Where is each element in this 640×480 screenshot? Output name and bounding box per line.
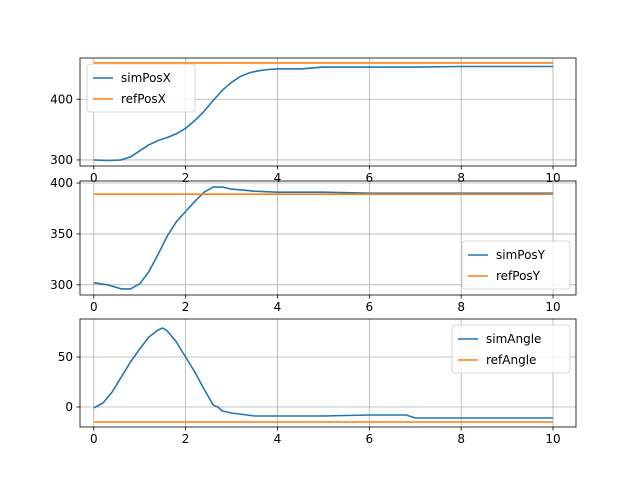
y-tick-label: 300: [50, 153, 73, 167]
legend: simPosX refPosX: [86, 63, 196, 113]
legend-label-refAngle: refAngle: [486, 353, 536, 367]
x-tick-label: 8: [457, 171, 465, 185]
series-line-simPosY: [93, 186, 553, 290]
axes-frame: [79, 180, 577, 296]
axes-frame: [79, 57, 577, 167]
x-tick-label: 2: [182, 171, 190, 185]
x-tick-label: 2: [182, 300, 190, 314]
x-tick-label: 6: [366, 300, 374, 314]
x-tick-label: 8: [457, 300, 465, 314]
legend: simAngle refAngle: [451, 324, 571, 374]
legend-label-simPosY: simPosY: [496, 248, 546, 262]
x-tick-label: 10: [545, 432, 560, 446]
y-tick-label: 0: [65, 400, 73, 414]
y-tick-label: 50: [58, 350, 73, 364]
y-tick-label: 350: [50, 227, 73, 241]
legend-label-simPosX: simPosX: [121, 71, 171, 85]
y-tick-label: 400: [50, 176, 73, 190]
legend-box: [86, 63, 196, 113]
series-line-simAngle: [93, 327, 553, 419]
legend-label-simAngle: simAngle: [486, 332, 541, 346]
x-tick-label: 0: [90, 300, 98, 314]
x-tick-label: 6: [366, 432, 374, 446]
x-tick-label: 4: [274, 432, 282, 446]
subplot-posx: 0 2 4 6 8 10 300 400 simPosX refPosX: [50, 57, 577, 185]
x-tick-label: 10: [545, 171, 560, 185]
x-tick-label: 0: [90, 432, 98, 446]
axes-frame: [79, 318, 577, 428]
subplot-posy: 0 2 4 6 8 10 300 350 400 simPosY refPosY: [50, 176, 577, 314]
x-tick-label: 4: [274, 171, 282, 185]
x-tick-label: 6: [366, 171, 374, 185]
x-tick-label: 0: [90, 171, 98, 185]
legend: simPosY refPosY: [461, 240, 571, 290]
x-tick-label: 4: [274, 300, 282, 314]
x-tick-label: 8: [457, 432, 465, 446]
series-line-simPosX: [93, 65, 553, 162]
legend-label-refPosX: refPosX: [121, 92, 166, 106]
y-tick-label: 300: [50, 278, 73, 292]
legend-label-refPosY: refPosY: [496, 269, 541, 283]
subplot-angle: 0 2 4 6 8 10 0 50 simAngle refAngle: [58, 318, 577, 446]
x-tick-label: 10: [545, 300, 560, 314]
y-tick-label: 400: [50, 92, 73, 106]
legend-box: [461, 240, 571, 290]
x-tick-label: 2: [182, 432, 190, 446]
legend-box: [451, 324, 571, 374]
